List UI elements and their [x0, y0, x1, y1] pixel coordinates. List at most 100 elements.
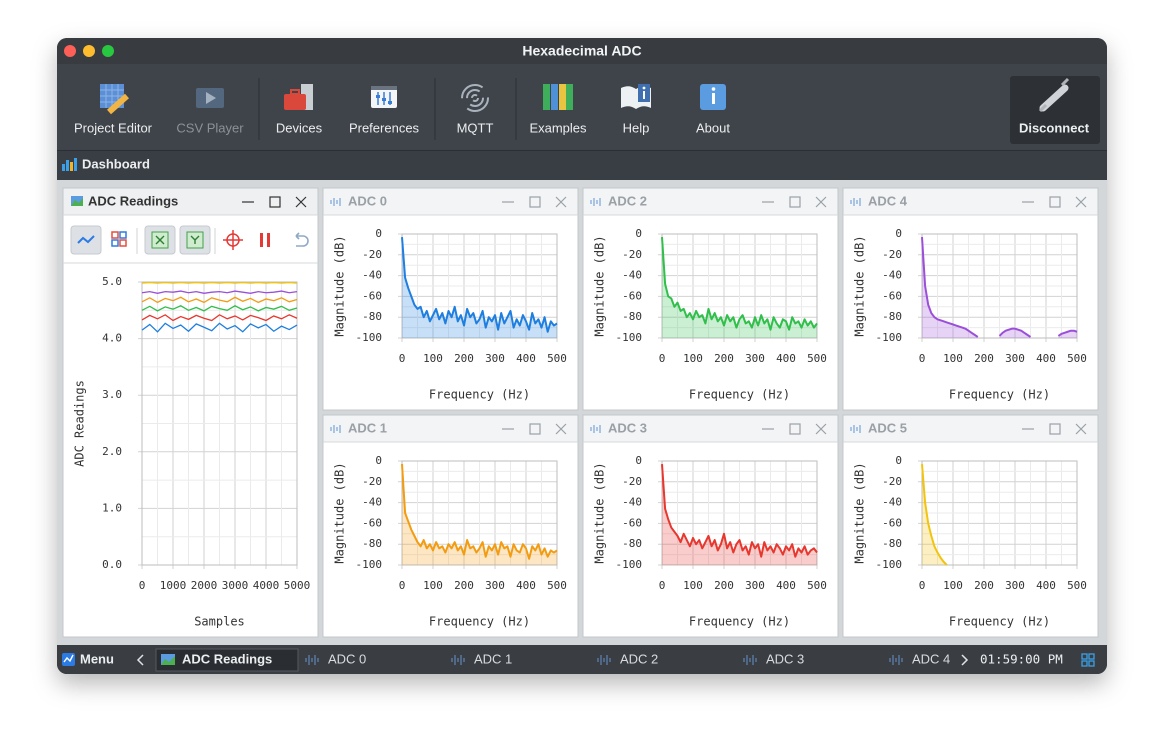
toolbar-button[interactable]: CSV Player — [176, 88, 244, 135]
tool-icon[interactable] — [111, 231, 119, 239]
panel-close[interactable] — [815, 423, 827, 435]
close-button[interactable] — [64, 45, 76, 57]
panel-maximize[interactable] — [789, 423, 801, 435]
taskbar-item[interactable]: ADC 4 — [912, 651, 950, 666]
y-tick-label: -100 — [356, 331, 383, 344]
tool-icon[interactable] — [119, 231, 127, 239]
panel-maximize[interactable] — [529, 423, 541, 435]
taskbar-item[interactable]: ADC 3 — [766, 651, 804, 666]
toolbar-button[interactable]: Examples — [529, 84, 587, 135]
grid-icon[interactable] — [1081, 660, 1088, 667]
taskbar-item[interactable]: ADC 2 — [620, 651, 658, 666]
toolbar-button[interactable]: Help — [621, 84, 651, 135]
grid-icon[interactable] — [1088, 653, 1095, 660]
toolbar-button[interactable]: About — [696, 84, 730, 135]
taskbar-icon — [161, 654, 175, 665]
panel-close[interactable] — [815, 196, 827, 208]
panel-close[interactable] — [1075, 196, 1087, 208]
panel-maximize[interactable] — [529, 196, 541, 208]
y-tick-label: 3.0 — [102, 388, 122, 401]
toolbar-label[interactable]: CSV Player — [176, 120, 244, 135]
y-tick-label: -20 — [882, 248, 902, 261]
disconnect-button[interactable] — [1010, 76, 1100, 144]
y-tick-label: -20 — [362, 475, 382, 488]
panel-maximize[interactable] — [269, 196, 281, 208]
x-axis-label: Frequency (Hz) — [689, 388, 790, 402]
panel-close[interactable] — [1075, 423, 1087, 435]
y-tick-label: 4.0 — [102, 332, 122, 345]
toolbar-button[interactable]: Project Editor — [74, 84, 153, 135]
y-axis-label: Magnitude (dB) — [593, 462, 607, 563]
grid-icon[interactable] — [1088, 660, 1095, 667]
x-tick-label: 100 — [683, 579, 703, 592]
panel-maximize[interactable] — [789, 196, 801, 208]
plot-border — [141, 281, 298, 566]
y-tick-label: 0 — [895, 227, 902, 240]
toolbar-button[interactable]: Devices — [276, 84, 323, 135]
data-line — [921, 464, 948, 566]
taskbar-selected[interactable] — [155, 648, 299, 672]
x-tick-label: 500 — [807, 579, 827, 592]
grid-icon[interactable] — [1081, 653, 1088, 660]
menu-icon[interactable] — [63, 654, 74, 663]
panel: ADC 2 -100 -80 -60 -40 -20 0 0 100 200 300 400 500 Fr… — [582, 187, 839, 411]
toolbar-label[interactable]: MQTT — [457, 120, 494, 135]
data-area — [922, 237, 1077, 338]
data-line — [141, 322, 298, 333]
dashboard-icon — [62, 158, 77, 171]
chart: -100 -80 -60 -40 -20 0 0 100 200 300 400 500 Frequen… — [593, 454, 827, 629]
toolbar-label[interactable]: Devices — [276, 120, 323, 135]
icon-shape — [382, 98, 386, 101]
tool-icon[interactable] — [267, 233, 270, 247]
toolbar-label[interactable]: About — [696, 120, 730, 135]
disconnect-label[interactable]: Disconnect — [1019, 120, 1090, 135]
tool-icon[interactable] — [260, 233, 263, 247]
menu-label[interactable]: Menu — [80, 651, 114, 666]
panel-close[interactable] — [555, 423, 567, 435]
panel-close[interactable] — [555, 196, 567, 208]
y-tick-label: -100 — [616, 558, 643, 571]
tool-icon[interactable] — [223, 230, 243, 250]
toolbar-label[interactable]: Help — [623, 120, 650, 135]
toolbar-label[interactable]: Examples — [529, 120, 587, 135]
zoom-button[interactable] — [102, 45, 114, 57]
y-tick-label: 0 — [635, 227, 642, 240]
taskbar-item[interactable]: ADC Readings — [182, 651, 272, 666]
panel-close[interactable] — [295, 196, 307, 208]
taskbar-item[interactable]: ADC 0 — [328, 651, 366, 666]
icon-shape — [642, 86, 646, 90]
toolbar-button[interactable]: MQTT — [457, 84, 494, 135]
tool-icon[interactable] — [155, 235, 165, 245]
plot-border — [401, 233, 558, 339]
y-tick-label: -100 — [356, 558, 383, 571]
y-tick-label: -60 — [882, 516, 902, 529]
nav-next[interactable] — [961, 654, 969, 666]
x-tick-label: 0 — [919, 579, 926, 592]
x-axis-label: Frequency (Hz) — [949, 615, 1050, 629]
section-title: Dashboard — [82, 156, 150, 171]
tool-icon[interactable] — [295, 232, 309, 247]
panel-title: ADC 5 — [868, 420, 907, 435]
panel-maximize[interactable] — [1049, 196, 1061, 208]
panel: ADC 4 -100 -80 -60 -40 -20 0 0 100 200 300 400 500 Fr… — [842, 187, 1099, 411]
x-tick-label: 400 — [1036, 579, 1056, 592]
plot-border — [401, 460, 558, 566]
toolbar-label[interactable]: Preferences — [349, 120, 420, 135]
nav-prev[interactable] — [136, 654, 144, 666]
minimize-button[interactable] — [83, 45, 95, 57]
panel-header — [843, 188, 1098, 215]
panel-title: ADC 1 — [348, 420, 387, 435]
tool-icon[interactable] — [119, 239, 127, 247]
toolbar-label[interactable]: Project Editor — [74, 120, 153, 135]
plot-border — [921, 233, 1078, 339]
tool-icon[interactable] — [190, 235, 200, 244]
toolbar-button[interactable]: Preferences — [349, 86, 420, 135]
tool-icon[interactable] — [77, 235, 95, 244]
panel-maximize[interactable] — [1049, 423, 1061, 435]
taskbar-item[interactable]: ADC 1 — [474, 651, 512, 666]
x-tick-label: 500 — [1067, 579, 1087, 592]
icon-shape — [107, 93, 129, 115]
tool-icon[interactable] — [111, 239, 119, 247]
chart: -100 -80 -60 -40 -20 0 0 100 200 300 400 500 Frequen… — [853, 227, 1087, 402]
